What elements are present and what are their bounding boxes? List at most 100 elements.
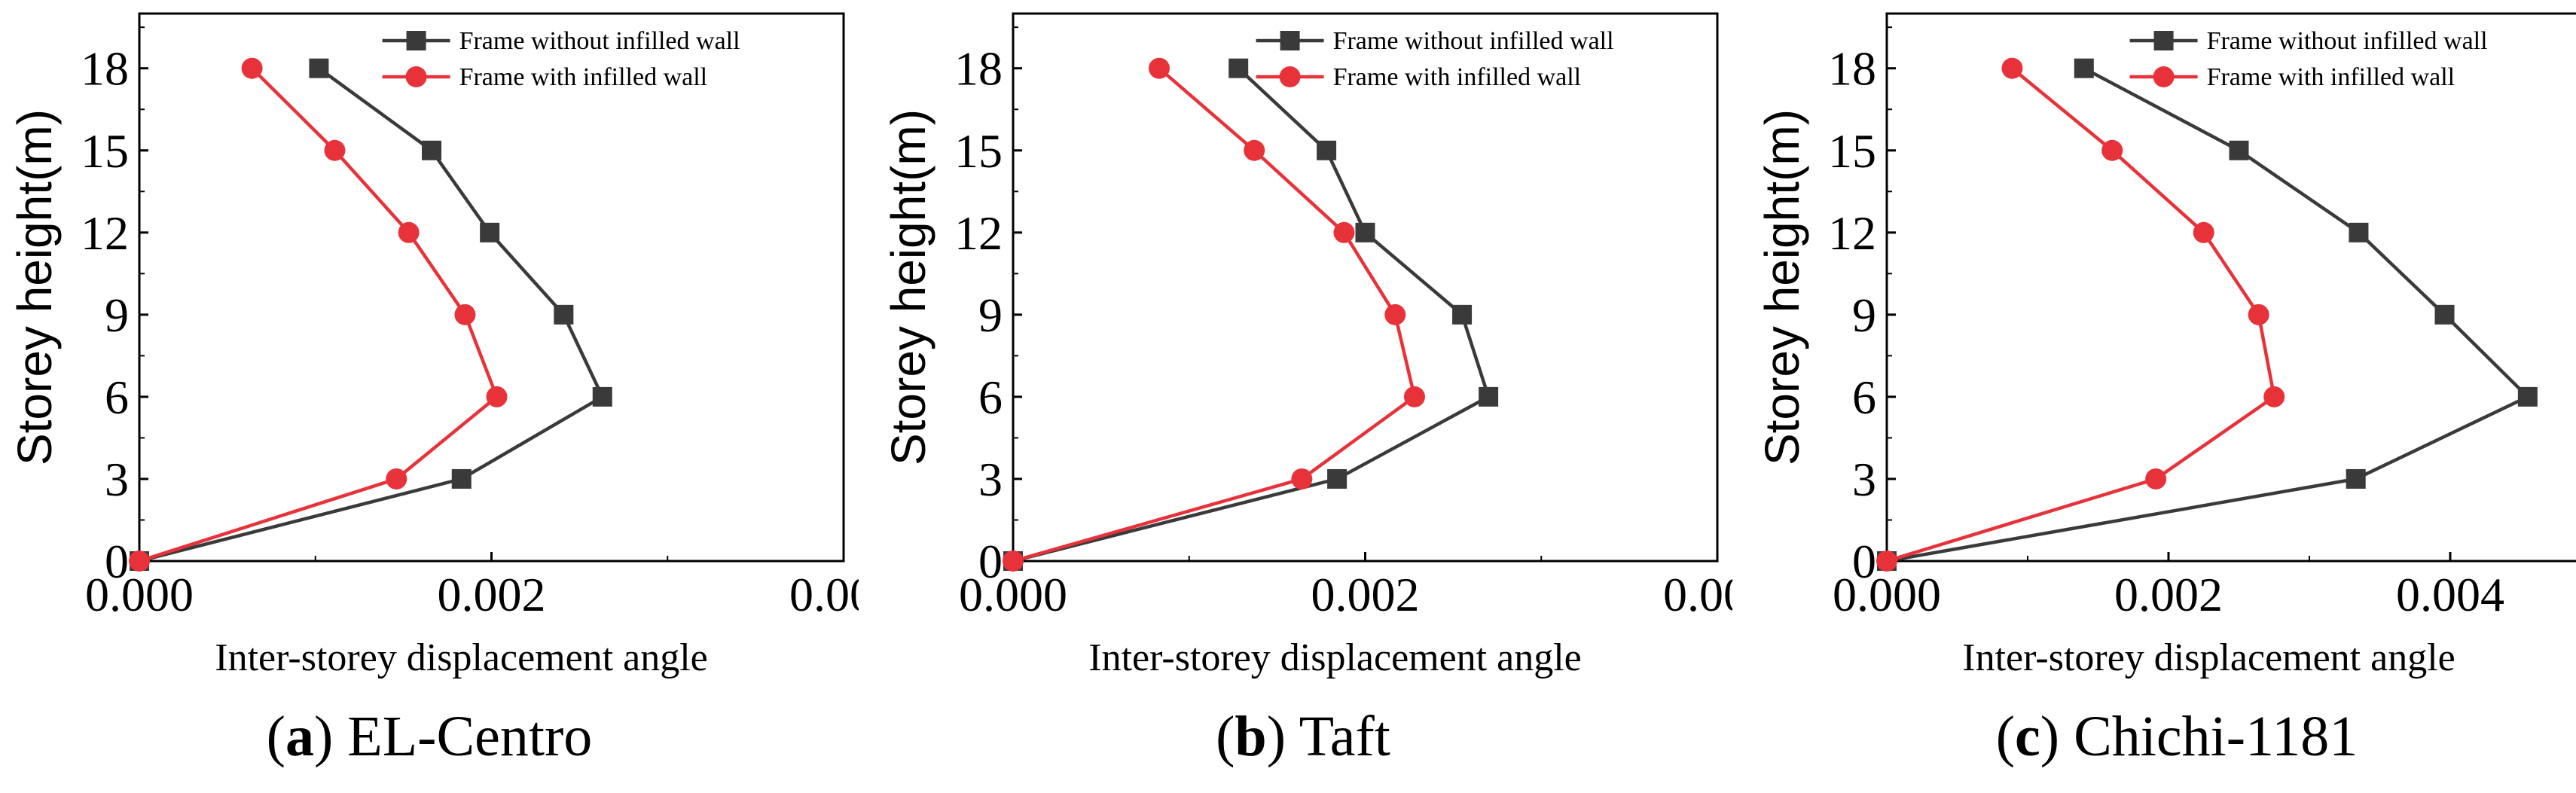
y-tick-label: 18 [954, 42, 1003, 96]
plot-frame [1885, 12, 2576, 563]
caption-text: EL-Centro [347, 705, 593, 768]
legend-marker-square [2153, 31, 2174, 50]
x-axis-title: Inter-storey displacement angle [1962, 636, 2455, 679]
data-point-square [2349, 222, 2369, 242]
caption-b: (b) Taft [1216, 705, 1390, 768]
data-point-circle [486, 386, 508, 407]
data-point-circle [324, 139, 346, 161]
series-line-1 [1886, 66, 2531, 563]
y-tick-label: 15 [81, 124, 129, 178]
y-tick-label: 0 [1852, 535, 1876, 588]
legend-label: Frame without infilled wall [1333, 27, 1614, 55]
y-tick-label: 3 [1852, 453, 1876, 506]
data-point-circle [1291, 468, 1313, 490]
x-tick-label: 0.004 [2396, 568, 2504, 621]
y-tick-label: 15 [1828, 124, 1876, 178]
data-point-square [2346, 468, 2366, 489]
caption-text: Taft [1299, 705, 1390, 768]
data-point-square [592, 386, 612, 407]
legend-label: Frame with infilled wall [459, 63, 708, 91]
caption-c: (c) Chichi-1181 [1995, 705, 2358, 768]
data-point-circle [2001, 57, 2023, 79]
data-point-square [480, 222, 500, 242]
data-point-circle [241, 57, 263, 79]
data-point-square [2517, 386, 2538, 407]
y-tick-label: 15 [954, 124, 1003, 178]
y-axis-title: Storey height(m) [881, 109, 935, 465]
data-point-circle [1876, 551, 1897, 572]
data-point-square [1479, 386, 1499, 407]
y-axis-title: Storey height(m) [8, 109, 62, 465]
x-tick-label: 0.000 [85, 568, 194, 621]
y-tick-label: 12 [954, 206, 1003, 260]
chart-panel-b: 0 3 6 9 12 15 18 0.000 0.002 0.004 Inter-storey di… [874, 0, 1732, 793]
x-tick-label: 0.002 [1311, 568, 1420, 621]
y-tick-label: 9 [1852, 288, 1876, 342]
caption-letter: b [1235, 705, 1267, 768]
x-tick-label: 0.002 [438, 568, 546, 621]
legend-marker-square [1280, 31, 1300, 50]
y-tick-label: 0 [105, 535, 129, 588]
x-axis-title: Inter-storey displacement angle [1088, 636, 1581, 679]
data-point-square [451, 468, 472, 489]
legend-marker-circle [1279, 66, 1301, 87]
data-point-square [554, 304, 574, 325]
data-point-circle [129, 551, 150, 572]
data-point-circle [1003, 551, 1024, 572]
chart-panel-a: 0 3 6 9 12 15 18 0.000 0.002 0.004 Inter-storey di… [0, 0, 859, 793]
data-point-circle [1403, 386, 1425, 407]
data-point-circle [1149, 57, 1170, 79]
data-point-circle [386, 468, 407, 490]
data-point-circle [1333, 221, 1355, 243]
y-tick-label: 6 [105, 371, 129, 424]
data-point-square [2434, 304, 2455, 325]
chart-svg-b: 0 3 6 9 12 15 18 0.000 0.002 0.004 Inter-storey di… [881, 12, 1732, 679]
data-point-square [1452, 304, 1473, 325]
x-tick-label: 0.002 [2114, 568, 2223, 621]
chart-svg-c: 0 3 6 9 12 15 18 0.000 0.002 0.004 Inter-storey di… [1755, 12, 2576, 679]
caption-letter: c [2015, 705, 2040, 768]
legend-label: Frame without infilled wall [2207, 27, 2488, 55]
y-tick-label: 18 [81, 42, 129, 96]
data-point-square [1317, 140, 1337, 160]
data-point-circle [2263, 386, 2285, 407]
y-tick-label: 6 [1852, 371, 1876, 424]
x-tick-label: 0.004 [789, 568, 859, 621]
data-point-circle [398, 221, 420, 243]
y-tick-label: 12 [1828, 206, 1876, 260]
series-line-2 [1886, 66, 2276, 563]
caption-letter: a [285, 705, 314, 768]
x-tick-label: 0.000 [1833, 568, 1941, 621]
data-point-circle [1384, 303, 1406, 325]
y-tick-label: 18 [1828, 42, 1876, 96]
y-tick-label: 3 [978, 453, 1003, 506]
y-tick-label: 6 [978, 371, 1003, 424]
y-tick-label: 9 [105, 288, 129, 342]
y-tick-label: 0 [978, 535, 1003, 588]
x-axis-title: Inter-storey displacement angle [215, 636, 707, 679]
data-point-square [422, 140, 442, 160]
data-point-square [2229, 140, 2249, 160]
x-tick-label: 0.004 [1663, 568, 1732, 621]
legend-marker-circle [405, 66, 427, 87]
legend-label: Frame with infilled wall [2207, 63, 2455, 91]
chart-panel-c: 0 3 6 9 12 15 18 0.000 0.002 0.004 Inter-storey di… [1747, 0, 2576, 793]
plot-frame [1012, 12, 1719, 563]
y-tick-label: 12 [81, 206, 129, 260]
data-point-circle [2101, 139, 2123, 161]
legend-marker-square [406, 31, 426, 50]
series-line-2 [139, 67, 499, 563]
data-point-circle [2145, 468, 2167, 490]
legend-label: Frame with infilled wall [1333, 63, 1582, 91]
data-point-circle [1244, 139, 1265, 161]
chart-svg-a: 0 3 6 9 12 15 18 0.000 0.002 0.004 Inter-storey di… [8, 12, 859, 679]
data-point-square [309, 58, 329, 78]
series-line-2 [1012, 66, 1417, 563]
data-point-square [1228, 58, 1249, 78]
data-point-circle [2248, 303, 2269, 325]
caption-text: Chichi-1181 [2074, 705, 2358, 768]
data-point-circle [454, 303, 476, 325]
data-point-square [2074, 58, 2094, 78]
x-tick-label: 0.000 [959, 568, 1067, 621]
data-point-circle [2193, 221, 2214, 243]
